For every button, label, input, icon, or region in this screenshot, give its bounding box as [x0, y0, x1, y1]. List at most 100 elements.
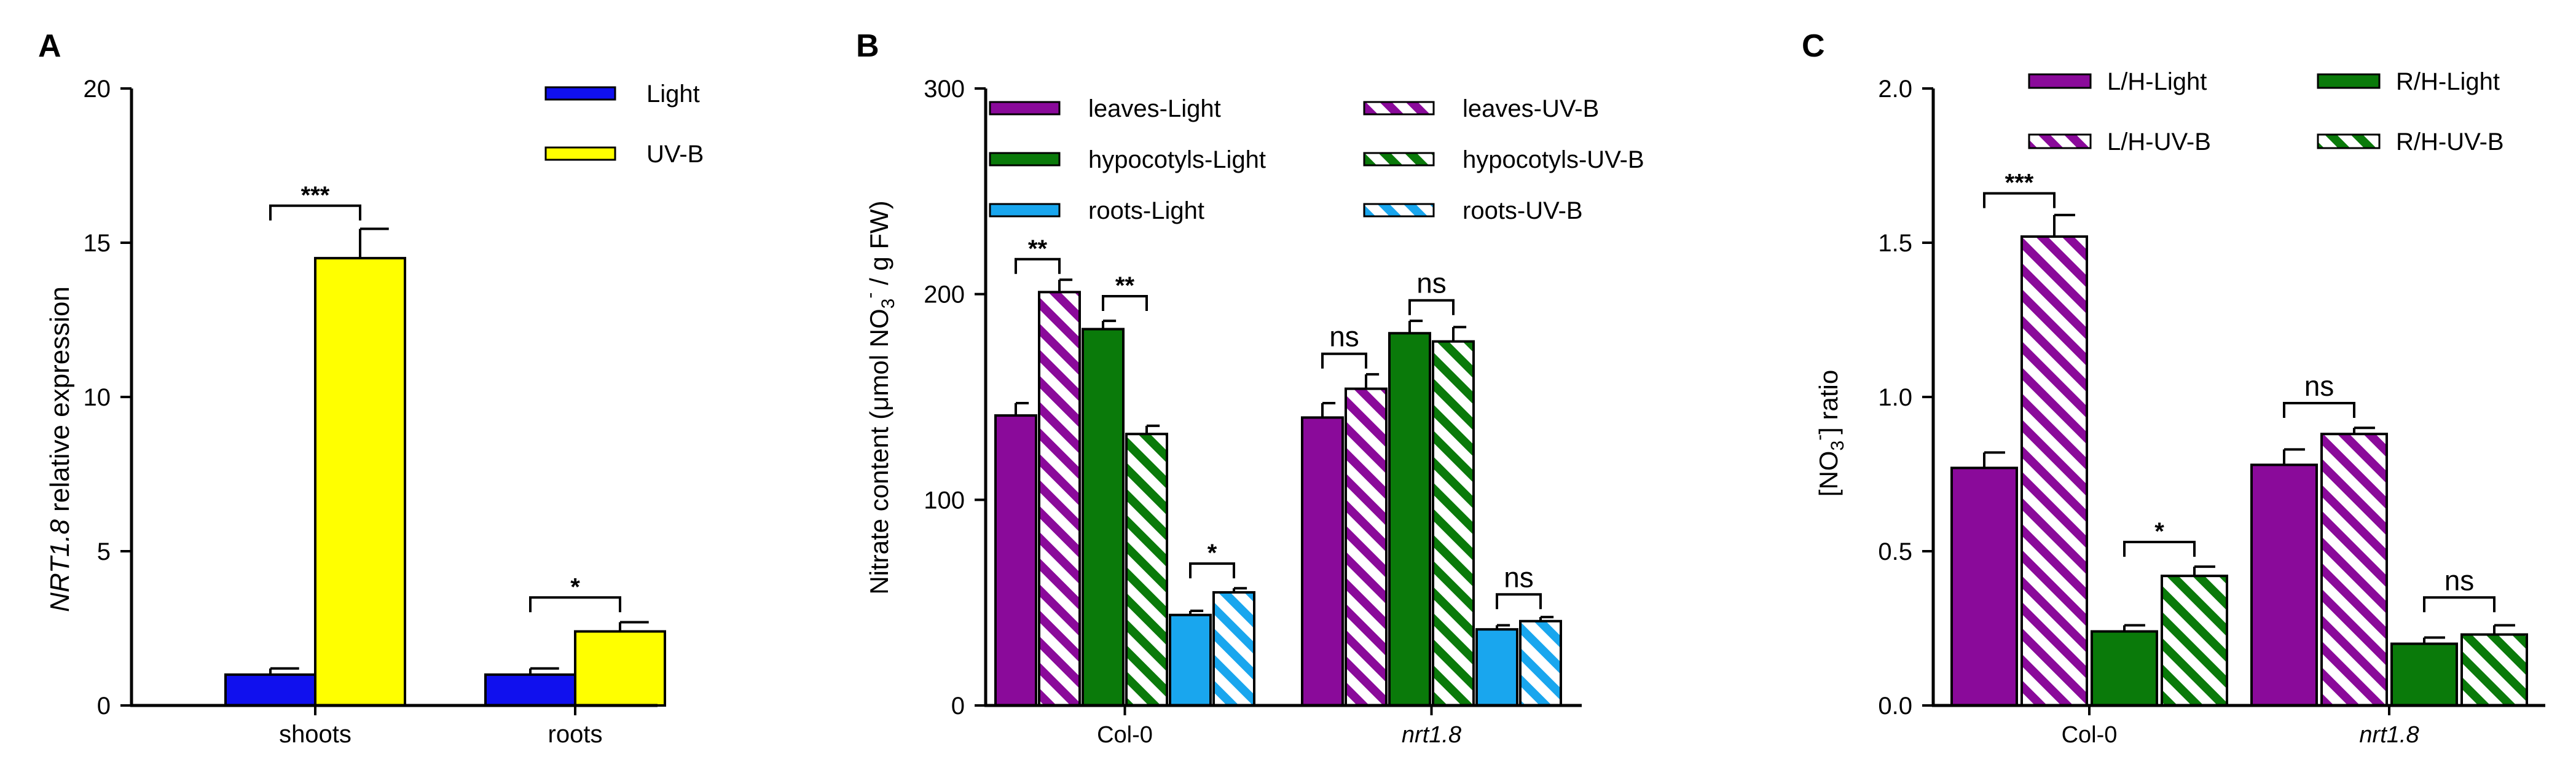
legend-swatch-l-h-light: [2028, 73, 2092, 89]
significance-label: ns: [1416, 267, 1447, 299]
axes-c: [1931, 88, 2545, 707]
y-label-b-main: Nitrate content (μmol NO: [865, 308, 893, 594]
y-tick-label-a: 20: [84, 76, 111, 103]
bar-l-h-uv-b-nrt1-8: [2320, 433, 2388, 707]
y-tick-label-c: 0.5: [1878, 538, 1912, 565]
bar-leaves-light-nrt1-8: [1301, 416, 1344, 707]
bar-uv-b-roots: [574, 630, 666, 707]
bar-roots-uv-b-nrt1-8: [1519, 619, 1562, 707]
y-tick-label-a: 0: [97, 693, 111, 720]
legend-swatch-leaves-uv-b: [1363, 101, 1435, 116]
legend-swatch-r-h-light: [2317, 73, 2381, 89]
significance-bracket: [2423, 596, 2496, 613]
bar-r-h-light-nrt1-8: [2390, 642, 2458, 707]
y-label-c-sup: -: [1809, 434, 1829, 441]
significance-label: ***: [301, 182, 330, 209]
significance-label: *: [1208, 540, 1217, 567]
bar-leaves-light-col-0: [994, 414, 1037, 707]
y-tick-label-b: 200: [924, 281, 965, 308]
panel-b: B Nitrate content (μmol NO3- / g FW) 0 10…: [856, 28, 1644, 748]
significance-label: *: [2154, 518, 2164, 545]
bar-hypocotyls-light-col-0: [1082, 328, 1125, 707]
significance-label: ns: [2304, 370, 2334, 402]
category-label-col-0: Col-0: [1097, 722, 1153, 748]
category-label-col-0: Col-0: [2062, 722, 2118, 748]
legend-swatch-roots-uv-b: [1363, 203, 1435, 218]
significance-label: ns: [2444, 564, 2475, 596]
significance-bracket: [2123, 540, 2196, 557]
legend-label-leaves-uv-b: leaves-UV-B: [1463, 95, 1599, 122]
significance-bracket: [1015, 257, 1061, 274]
bar-r-h-light-col-0: [2091, 630, 2158, 707]
bar-l-h-light-col-0: [1950, 466, 2018, 707]
bars-c: [1950, 213, 2528, 707]
legend-label-r-h-uv-b: R/H-UV-B: [2396, 128, 2504, 155]
legend-label-l-h-light: L/H-Light: [2107, 68, 2207, 95]
legend-swatch-light: [544, 86, 616, 101]
y-ticks-b: 0 100 200 300: [924, 76, 986, 720]
bars-b: [994, 278, 1562, 707]
legend-swatch-l-h-uv-b: [2028, 133, 2092, 149]
legend-label-hypocotyls-uv-b: hypocotyls-UV-B: [1463, 146, 1644, 173]
x-categories-b: Col-0 nrt1.8: [1097, 705, 1461, 748]
panel-a: A NRT1.8 relative expression 0 5 10 15 20 sh…: [38, 28, 704, 748]
svg-text:NRT1.8 relative expression: NRT1.8 relative expression: [45, 286, 75, 612]
significance-label: **: [1028, 235, 1048, 262]
bar-light-roots: [484, 673, 576, 707]
bar-uv-b-shoots: [314, 257, 406, 707]
significance-bracket: [1408, 299, 1455, 315]
panel-c: C [NO3-] ratio 0.0 0.5 1.0 1.5 2.0 Col-0 nrt1…: [1802, 28, 2545, 748]
significance-bracket: [1102, 295, 1148, 312]
significance-label: ns: [1504, 561, 1534, 593]
significance-a: ****: [269, 182, 621, 613]
bar-roots-light-col-0: [1169, 613, 1212, 707]
bar-l-h-light-nrt1-8: [2250, 463, 2318, 707]
legend-swatch-r-h-uv-b: [2317, 133, 2381, 149]
y-tick-label-a: 5: [97, 538, 111, 565]
bar-roots-uv-b-col-0: [1212, 591, 1255, 707]
bar-r-h-uv-b-col-0: [2161, 575, 2228, 707]
bar-hypocotyls-uv-b-nrt1-8: [1432, 340, 1475, 707]
bar-hypocotyls-light-nrt1-8: [1388, 332, 1431, 707]
x-categories-a: shoots roots: [279, 705, 602, 748]
bar-l-h-uv-b-col-0: [2020, 235, 2088, 707]
bar-r-h-uv-b-nrt1-8: [2460, 633, 2528, 707]
legend-swatch-uv-b: [544, 146, 616, 161]
legend-label-r-h-light: R/H-Light: [2396, 68, 2500, 95]
y-tick-label-c: 1.5: [1878, 230, 1912, 257]
significance-bracket: [2283, 402, 2355, 418]
category-label-nrt1-8: nrt1.8: [1402, 722, 1461, 748]
y-tick-label-b: 100: [924, 487, 965, 514]
legend-swatch-hypocotyls-light: [989, 152, 1061, 167]
legend-swatch-hypocotyls-uv-b: [1363, 152, 1435, 167]
svg-text:[NO3-] ratio: [NO3-] ratio: [1809, 370, 1848, 497]
bar-light-shoots: [224, 673, 316, 707]
legend-c: L/H-Light R/H-Light L/H-UV-B R/H-UV-B: [2028, 68, 2504, 155]
y-label-c-sub: 3: [1828, 441, 1848, 451]
svg-text:Nitrate content (μmol NO3- / g: Nitrate content (μmol NO3- / g FW): [860, 200, 898, 594]
significance-label: **: [1115, 272, 1135, 299]
y-label-c-main: [NO: [1814, 451, 1843, 497]
y-label-b-tail: / g FW): [865, 200, 893, 292]
significance-bracket: [269, 204, 361, 221]
significance-label: *: [570, 573, 580, 600]
y-tick-label-a: 15: [84, 230, 111, 257]
bar-hypocotyls-uv-b-col-0: [1125, 433, 1168, 707]
y-axis-label-a: NRT1.8 relative expression: [45, 286, 75, 612]
bar-leaves-uv-b-nrt1-8: [1345, 387, 1388, 707]
legend-a: Light UV-B: [544, 81, 704, 168]
significance-bracket: [1321, 352, 1367, 369]
y-label-c-tail: ] ratio: [1814, 370, 1843, 434]
legend-label-hypocotyls-light: hypocotyls-Light: [1088, 146, 1266, 173]
y-label-b-sup: -: [860, 293, 880, 299]
y-label-b-sub: 3: [878, 299, 898, 309]
category-label-roots: roots: [548, 721, 603, 748]
panel-letter-c: C: [1802, 28, 1825, 64]
legend-label-l-h-uv-b: L/H-UV-B: [2107, 128, 2211, 155]
panel-letter-b: B: [856, 28, 879, 64]
legend-swatch-leaves-light: [989, 101, 1061, 116]
significance-label: ***: [2005, 170, 2034, 197]
bar-roots-light-nrt1-8: [1475, 628, 1518, 707]
